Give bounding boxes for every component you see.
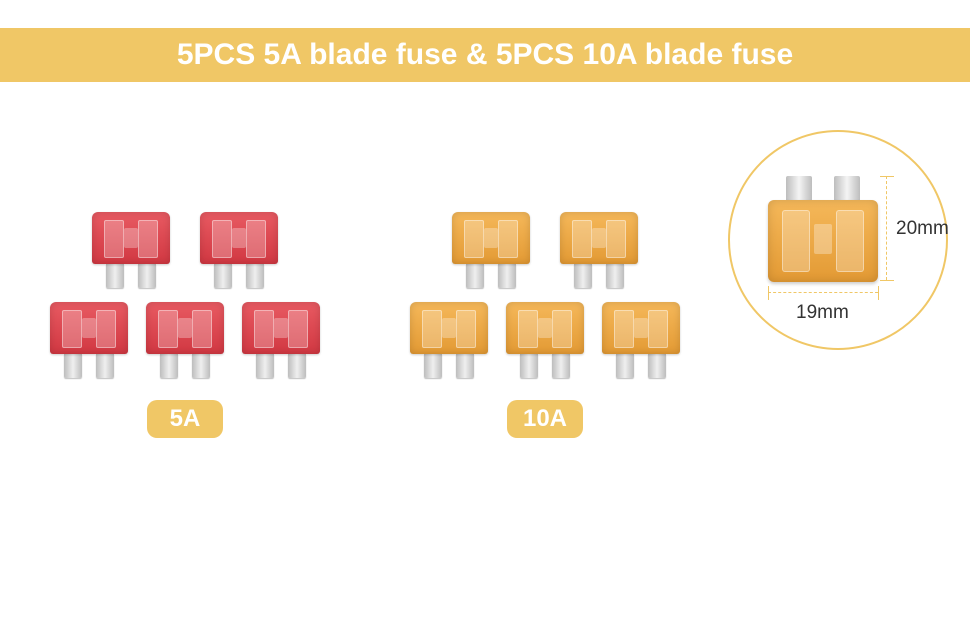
fuse-10a (452, 212, 530, 290)
header-bar: 5PCS 5A blade fuse & 5PCS 10A blade fuse (0, 28, 970, 82)
fuse-10a (602, 302, 680, 380)
height-guide-line (886, 176, 888, 280)
width-guide-line (768, 292, 878, 294)
fuse-5a (242, 302, 320, 380)
fuse-5a (92, 212, 170, 290)
height-guide-tick (880, 176, 894, 177)
fuse-10a (560, 212, 638, 290)
label-5a-badge: 5A (147, 400, 223, 438)
width-guide-tick (878, 286, 879, 300)
content-area: 5A (0, 82, 970, 582)
height-label: 20mm (896, 218, 949, 240)
label-10a-text: 10A (523, 405, 567, 433)
label-5a-text: 5A (170, 405, 201, 433)
height-guide-tick (880, 280, 894, 281)
width-label: 19mm (796, 302, 849, 324)
fuse-5a (146, 302, 224, 380)
header-title: 5PCS 5A blade fuse & 5PCS 10A blade fuse (177, 38, 793, 72)
width-guide-tick (768, 286, 769, 300)
dimension-fuse (768, 176, 878, 291)
fuse-group-10a: 10A (390, 212, 700, 438)
fuse-5a (50, 302, 128, 380)
fuse-10a (410, 302, 488, 380)
label-10a-badge: 10A (507, 400, 583, 438)
dimension-circle: 20mm 19mm (728, 130, 948, 350)
fuse-10a (506, 302, 584, 380)
fuse-5a (200, 212, 278, 290)
fuse-group-5a: 5A (30, 212, 340, 438)
